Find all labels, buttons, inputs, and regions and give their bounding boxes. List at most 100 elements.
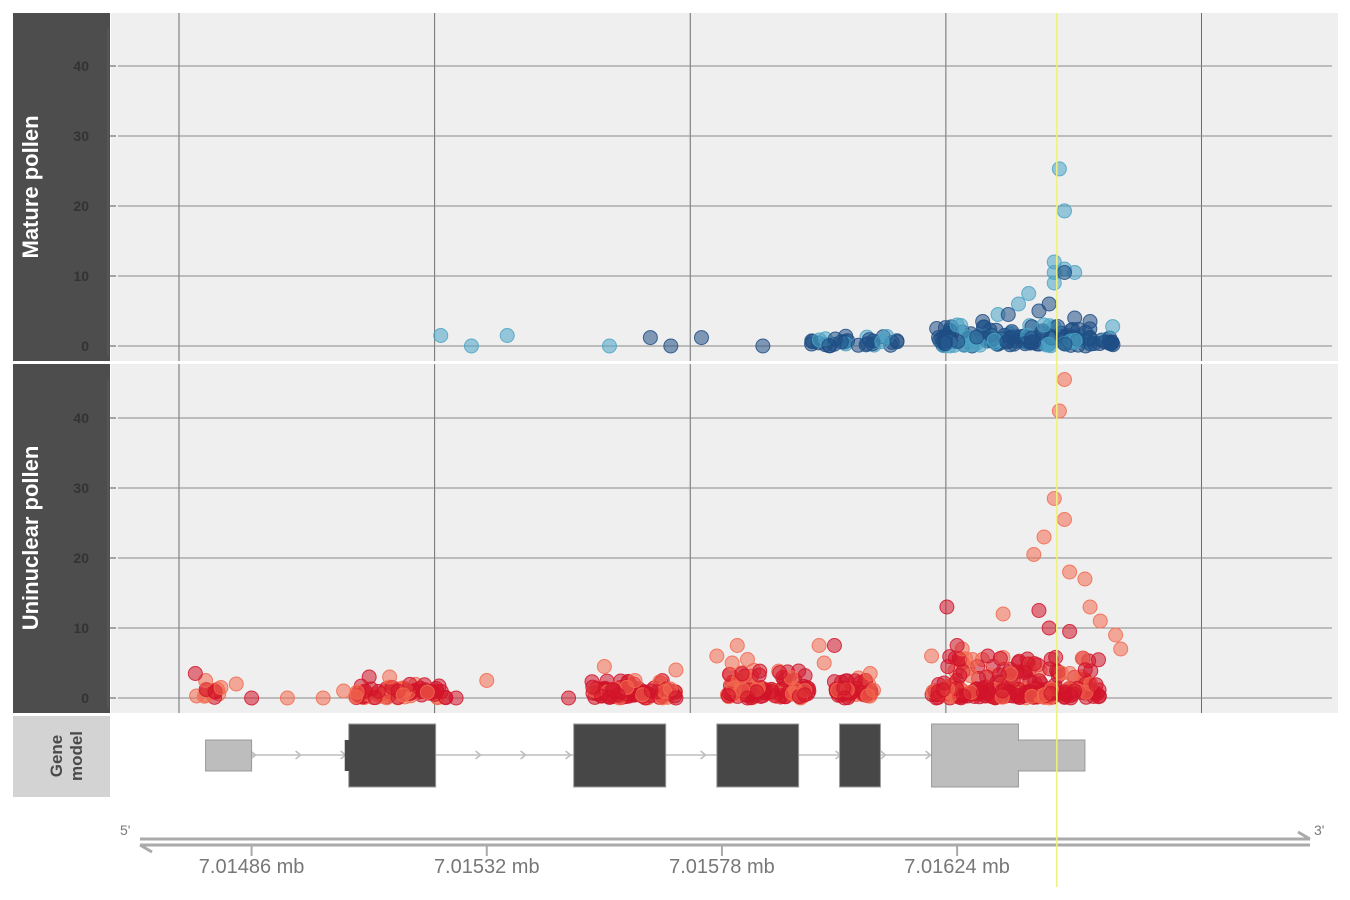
mature-point [949,317,965,333]
uninuclear-point [1092,613,1108,629]
uninuclear-point [1062,564,1078,580]
uninuclear-point [213,680,229,695]
strand-arrow [295,750,302,760]
mature-point [1051,161,1067,177]
gene-model-title-box [13,716,110,797]
utr-join [1016,741,1021,770]
gene-model-title-line2: model [67,731,86,781]
uninuclear-ytick-label: 30 [73,480,89,496]
uninuclear-point [991,667,1007,683]
five-prime-label: 5' [120,822,130,838]
mature-point [929,321,945,336]
strand-arrow [700,750,707,760]
uninuclear-point [1077,571,1093,587]
mature-ytick-label: 30 [73,128,89,144]
uninuclear-point [995,683,1011,699]
mature-point [1000,307,1016,322]
cds-exon [716,723,800,788]
uninuclear-point [1056,512,1072,527]
mature-point [463,338,479,354]
uninuclear-point [740,690,756,706]
uninuclear-point [720,688,736,704]
uninuclear-point [585,679,601,695]
gene-model-layer: CPN20 [205,723,1086,788]
uninuclear-point [772,665,788,681]
mature-point [1046,275,1062,291]
uninuclear-point [1113,641,1129,657]
uninuclear-point [752,663,768,679]
mature-point [433,328,449,343]
uninuclear-panel [111,364,1338,713]
uninuclear-point [734,666,750,682]
uninuclear-point [936,675,952,691]
mature-ytick-label: 40 [73,58,89,74]
uninuclear-point [627,673,643,688]
uninuclear-point [279,690,295,706]
uninuclear-point [1024,688,1040,704]
uninuclear-point [862,666,878,681]
uninuclear-point [1026,656,1042,672]
strand-arrow [250,750,257,760]
mature-point [693,330,709,346]
strand-arrow [475,750,482,760]
uninuclear-point [811,638,827,653]
mature-ytick-label: 10 [73,268,89,284]
mature-point [601,338,617,354]
mature-point [1067,310,1083,326]
uninuclear-point [244,690,260,706]
uninuclear-point [382,669,398,685]
genome-axis-tick-label: 7.01624 mb [904,856,1010,878]
uninuclear-point [315,690,331,706]
genome-axis-tick-label: 7.01578 mb [669,856,775,878]
mature-ytick-label: 0 [81,338,89,354]
uninuclear-point [979,669,995,685]
uninuclear-point [955,688,971,704]
mature-point [874,334,890,350]
uninuclear-point [596,659,612,674]
uninuclear-point [724,655,740,671]
uninuclear-point [187,666,203,681]
uninuclear-ytick-label: 20 [73,550,89,566]
utr-5prime [205,739,253,772]
uninuclear-point [361,669,377,685]
uninuclear-point [1036,529,1052,545]
uninuclear-ytick-label: 10 [73,620,89,636]
axis-arrow-left [139,843,153,854]
mature-point [1056,203,1072,219]
uninuclear-point [1082,599,1098,615]
mature-panel [111,13,1338,361]
uninuclear-point [1031,603,1047,618]
uninuclear-point [1108,627,1124,643]
uninuclear-point [949,638,965,653]
uninuclear-point [964,652,980,667]
exon-last [931,723,1019,788]
uninuclear-point [767,688,783,704]
uninuclear-point [419,684,435,700]
cds-exon [348,723,437,788]
uninuclear-point [606,682,622,698]
uninuclear-point [668,662,684,678]
uninuclear-point [1026,547,1042,562]
uninuclear-track-title-box [13,364,110,713]
uninuclear-point [995,606,1011,622]
strand-arrow [565,750,572,760]
gene-model-title-line1: Gene [47,735,66,778]
mature-point [1021,286,1037,301]
mature-point [1010,296,1026,312]
uninuclear-point [643,683,659,699]
uninuclear-point [975,685,991,701]
uninuclear-point [668,690,684,706]
cds-exon [839,723,881,788]
uninuclear-point [1088,677,1104,693]
uninuclear-point [1051,403,1067,419]
uninuclear-point [797,687,813,703]
uninuclear-point [837,690,853,706]
strand-arrow [925,750,932,760]
uninuclear-point [228,676,244,692]
mature-point [889,334,905,350]
uninuclear-point [939,599,955,615]
three-prime-label: 3' [1314,822,1324,838]
genome-axis: 5' 3' 7.01486 mb 7.01532 mb 7.01578 mb 7.01… [120,822,1324,878]
uninuclear-point [952,668,968,684]
